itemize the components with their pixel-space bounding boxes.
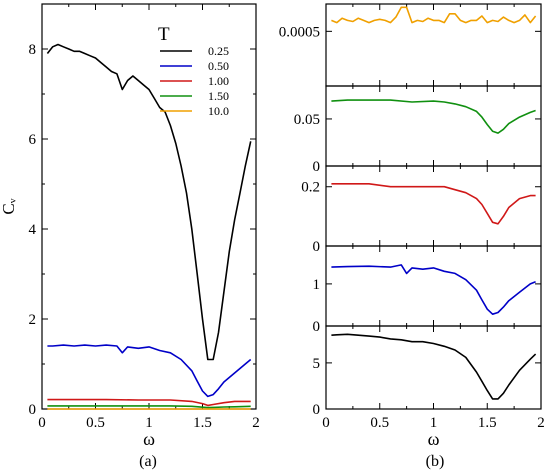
x-tick-label: 2 [252,415,260,431]
x-tick-label: 0.5 [370,415,389,431]
y-tick-label: 5 [313,356,321,372]
y-tick-label: 4 [29,222,37,238]
x-tick-label: 1 [430,415,438,431]
legend-entry: 1.00 [208,74,229,88]
panel-b-label: (b) [426,453,445,470]
y-tick-label: 8 [29,42,37,58]
x-tick-label: 2 [537,415,545,431]
subplot-frame [325,85,542,167]
series-line-1-50 [47,405,251,409]
y-tick-label: 1 [313,277,321,293]
x-tick-label: 1.5 [193,415,212,431]
y-tick-label: 6 [29,132,37,148]
x-axis-label: ω [428,429,440,449]
y-tick-label: 0.2 [301,180,320,196]
legend-entry: 0.50 [208,59,229,73]
x-tick-label: 1.5 [478,415,497,431]
subplot-series-line [331,333,537,400]
legend-entry: 0.25 [208,44,229,58]
subplot-frame [325,165,542,247]
subplot-frame [325,3,542,87]
y-axis-label: Cᵥ [0,197,18,214]
x-tick-label: 0.5 [86,415,105,431]
y-tick-label: 0 [313,319,321,335]
legend-entry: 1.50 [208,89,229,103]
y-tick-label: 0.0005 [279,24,320,40]
y-tick-label: 2 [29,312,37,328]
subplot-series-line [331,6,537,24]
panel-b: 0.0005 0 0.05 0 0.2 0 1 0 0.5 1 1.5 2 0 5 ω [279,3,545,449]
y-tick-label: 0 [313,159,321,175]
legend-title: T [158,24,170,45]
x-tick-label: 0 [38,415,46,431]
x-tick-label: 0 [322,415,330,431]
legend-entry: 10.0 [208,104,229,118]
subplot-series-line [331,183,536,225]
series-line-1-00 [47,398,251,407]
x-tick-label: 1 [145,415,153,431]
y-tick-label: 0 [313,402,321,418]
subplot-series-line [331,99,536,134]
series-line-0-25 [46,43,252,361]
series-line-0-50 [47,344,252,398]
subplot-series-line [331,264,536,316]
subplot-frame [325,245,542,327]
subplot-frame [325,325,542,410]
y-tick-label: 0 [29,402,37,418]
x-axis-label: ω [143,429,155,449]
y-tick-label: 0.05 [294,112,320,128]
y-tick-label: 0 [313,239,321,255]
panel-a-label: (a) [139,453,157,470]
